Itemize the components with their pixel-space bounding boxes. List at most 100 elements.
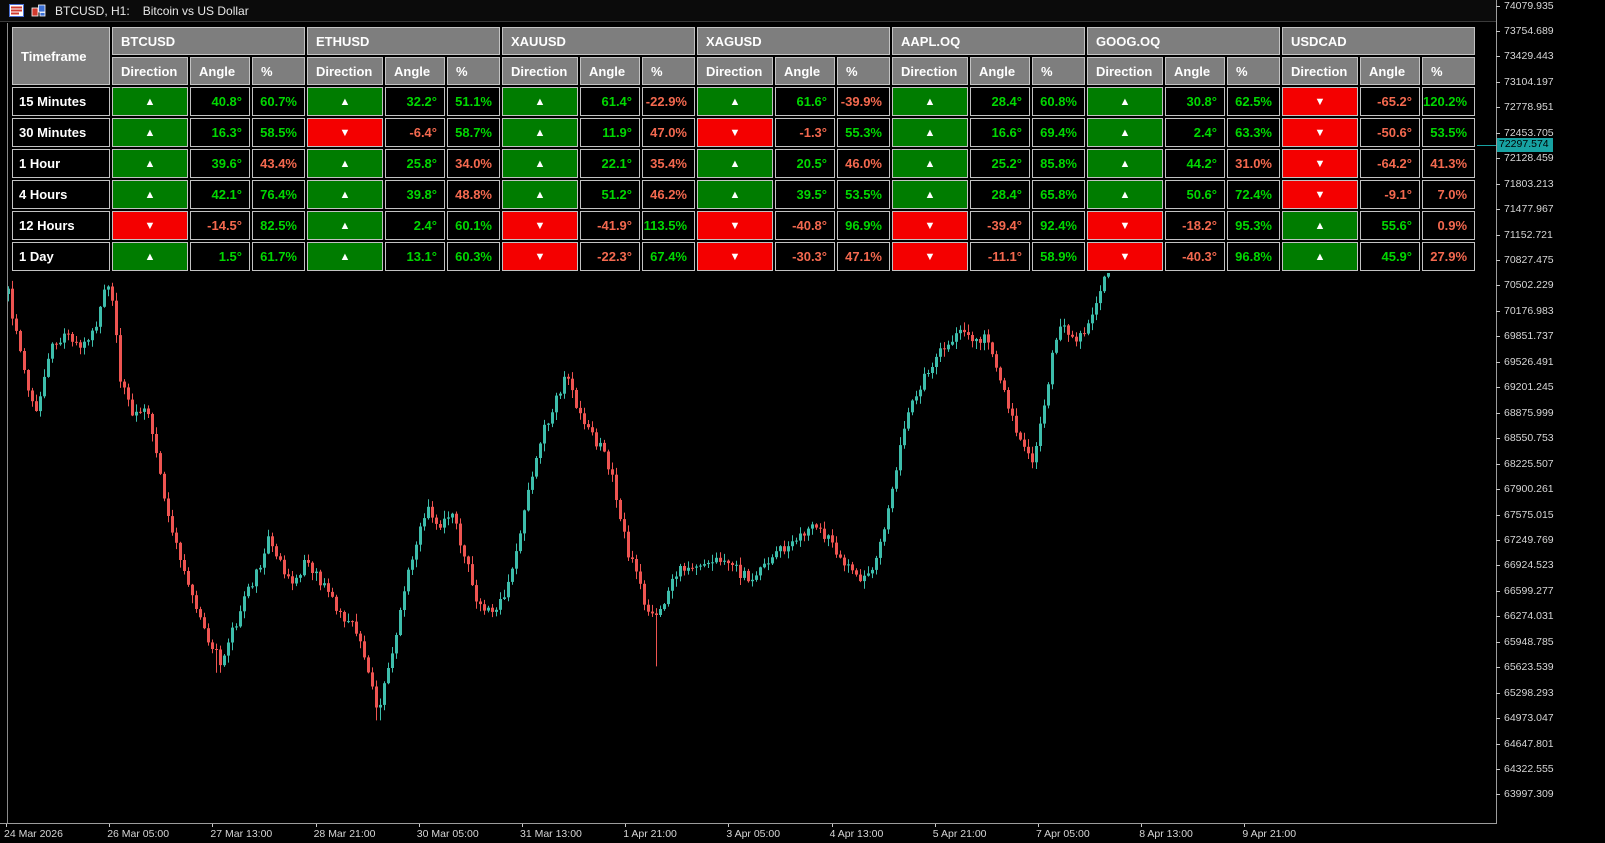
col-header-angle: Angle bbox=[580, 57, 640, 85]
cell-percent: 53.5% bbox=[837, 180, 890, 209]
cell-direction-up: ▲ bbox=[1282, 242, 1358, 271]
timeframe-label: 12 Hours bbox=[12, 211, 110, 240]
up-arrow-icon: ▲ bbox=[1314, 219, 1326, 232]
down-arrow-icon: ▼ bbox=[729, 126, 741, 139]
cell-direction-up: ▲ bbox=[307, 149, 383, 178]
price-axis-label: 64322.555 bbox=[1504, 763, 1554, 775]
cell-direction-down: ▼ bbox=[502, 242, 578, 271]
up-arrow-icon: ▲ bbox=[339, 157, 351, 170]
cell-direction-up: ▲ bbox=[307, 242, 383, 271]
cell-percent: 96.9% bbox=[837, 211, 890, 240]
time-axis-label: 4 Apr 13:00 bbox=[829, 828, 884, 840]
up-arrow-icon: ▲ bbox=[144, 126, 156, 139]
chart-title-description: Bitcoin vs US Dollar bbox=[142, 3, 249, 18]
trend-dashboard: Timeframe BTCUSD ETHUSD XAUUSD XAGUSD AAPL.OQ… bbox=[10, 25, 1478, 273]
cell-angle: -40.8° bbox=[775, 211, 835, 240]
cell-percent: 47.0% bbox=[642, 118, 695, 147]
cell-angle: 39.6° bbox=[190, 149, 250, 178]
col-header-angle: Angle bbox=[1165, 57, 1225, 85]
chart-title-symbol: BTCUSD, H1: bbox=[55, 3, 130, 18]
cell-direction-up: ▲ bbox=[307, 180, 383, 209]
cell-direction-down: ▼ bbox=[1282, 149, 1358, 178]
cell-direction-down: ▼ bbox=[1282, 87, 1358, 116]
price-axis-label: 72453.705 bbox=[1504, 126, 1554, 139]
cell-percent: 65.8% bbox=[1032, 180, 1085, 209]
up-arrow-icon: ▲ bbox=[924, 157, 936, 170]
down-arrow-icon: ▼ bbox=[1119, 219, 1131, 232]
time-axis-label: 9 Apr 21:00 bbox=[1242, 828, 1297, 840]
chart-icon bbox=[31, 4, 46, 17]
cell-direction-up: ▲ bbox=[892, 118, 968, 147]
cell-direction-down: ▼ bbox=[697, 242, 773, 271]
price-tick bbox=[1496, 6, 1500, 7]
time-tick bbox=[1141, 824, 1143, 827]
cell-angle: -6.4° bbox=[385, 118, 445, 147]
cell-angle: 39.8° bbox=[385, 180, 445, 209]
cell-angle: 40.8° bbox=[190, 87, 250, 116]
price-axis-label: 65298.293 bbox=[1504, 686, 1554, 699]
cell-angle: -40.3° bbox=[1165, 242, 1225, 271]
time-axis-label: 8 Apr 13:00 bbox=[1139, 828, 1193, 840]
price-tick bbox=[1496, 311, 1500, 312]
cell-percent: 92.4% bbox=[1032, 211, 1085, 240]
up-arrow-icon: ▲ bbox=[339, 250, 351, 263]
price-tick bbox=[1496, 438, 1500, 439]
time-axis[interactable]: 24 Mar 2026 26 Mar 05:00 27 Mar 13:00 28 Ma… bbox=[0, 824, 1497, 843]
col-header-angle: Angle bbox=[970, 57, 1030, 85]
cell-angle: -41.9° bbox=[580, 211, 640, 240]
cell-percent: 95.3% bbox=[1227, 211, 1280, 240]
cell-angle: 2.4° bbox=[385, 211, 445, 240]
cell-direction-up: ▲ bbox=[697, 87, 773, 116]
cell-direction-down: ▼ bbox=[892, 242, 968, 271]
col-header-angle: Angle bbox=[1360, 57, 1420, 85]
price-tick bbox=[1496, 56, 1500, 57]
price-tick bbox=[1496, 387, 1500, 388]
price-axis-label: 67900.261 bbox=[1504, 483, 1554, 496]
cell-percent: 76.4% bbox=[252, 180, 305, 209]
col-header-angle: Angle bbox=[385, 57, 445, 85]
price-axis-label: 66924.523 bbox=[1504, 559, 1554, 572]
cell-angle: 51.2° bbox=[580, 180, 640, 209]
col-header-direction: Direction bbox=[502, 57, 578, 85]
price-axis-label: 71152.721 bbox=[1504, 228, 1553, 241]
symbol-header-xagusd: XAGUSD bbox=[697, 27, 890, 55]
price-tick bbox=[1496, 769, 1500, 770]
up-arrow-icon: ▲ bbox=[729, 188, 741, 201]
price-axis[interactable]: 74079.935 73754.689 73429.443 73104.197 7277… bbox=[1496, 0, 1605, 823]
cell-percent: 58.5% bbox=[252, 118, 305, 147]
price-tick bbox=[1496, 616, 1500, 617]
dashboard-row: 4 Hours ▲ 42.1° 76.4% ▲ 39.8° 48.8% ▲ 51.2° 46.2%… bbox=[12, 180, 1476, 209]
cell-angle: -18.2° bbox=[1165, 211, 1225, 240]
price-tick bbox=[1496, 260, 1500, 261]
col-header-angle: Angle bbox=[190, 57, 250, 85]
up-arrow-icon: ▲ bbox=[924, 126, 936, 139]
time-axis-label: 5 Apr 21:00 bbox=[932, 828, 987, 840]
cell-percent: 62.5% bbox=[1227, 87, 1280, 116]
cell-direction-down: ▼ bbox=[112, 211, 188, 240]
cell-angle: 28.4° bbox=[970, 87, 1030, 116]
cell-direction-up: ▲ bbox=[697, 149, 773, 178]
timeframe-label: 4 Hours bbox=[12, 180, 110, 209]
up-arrow-icon: ▲ bbox=[924, 95, 936, 108]
dashboard-row: 1 Hour ▲ 39.6° 43.4% ▲ 25.8° 34.0% ▲ 22.1° 35.4% ▲… bbox=[12, 149, 1476, 178]
up-arrow-icon: ▲ bbox=[1119, 188, 1131, 201]
time-tick bbox=[728, 824, 730, 827]
col-header-pct: % bbox=[447, 57, 500, 85]
price-axis-label: 69201.245 bbox=[1504, 381, 1554, 394]
down-arrow-icon: ▼ bbox=[924, 250, 936, 263]
cell-percent: 63.3% bbox=[1227, 118, 1280, 147]
up-arrow-icon: ▲ bbox=[339, 188, 351, 201]
price-axis-label: 70502.229 bbox=[1504, 279, 1554, 292]
time-axis-label: 27 Mar 13:00 bbox=[210, 828, 273, 840]
up-arrow-icon: ▲ bbox=[534, 188, 546, 201]
price-tick bbox=[1496, 591, 1500, 592]
time-axis-label: 1 Apr 21:00 bbox=[623, 828, 677, 840]
cell-angle: -65.2° bbox=[1360, 87, 1420, 116]
col-header-direction: Direction bbox=[697, 57, 773, 85]
up-arrow-icon: ▲ bbox=[534, 126, 546, 139]
cell-percent: 43.4% bbox=[252, 149, 305, 178]
col-header-pct: % bbox=[837, 57, 890, 85]
cell-percent: 46.2% bbox=[642, 180, 695, 209]
time-tick bbox=[1038, 824, 1039, 827]
price-axis-label: 65623.539 bbox=[1504, 661, 1554, 674]
